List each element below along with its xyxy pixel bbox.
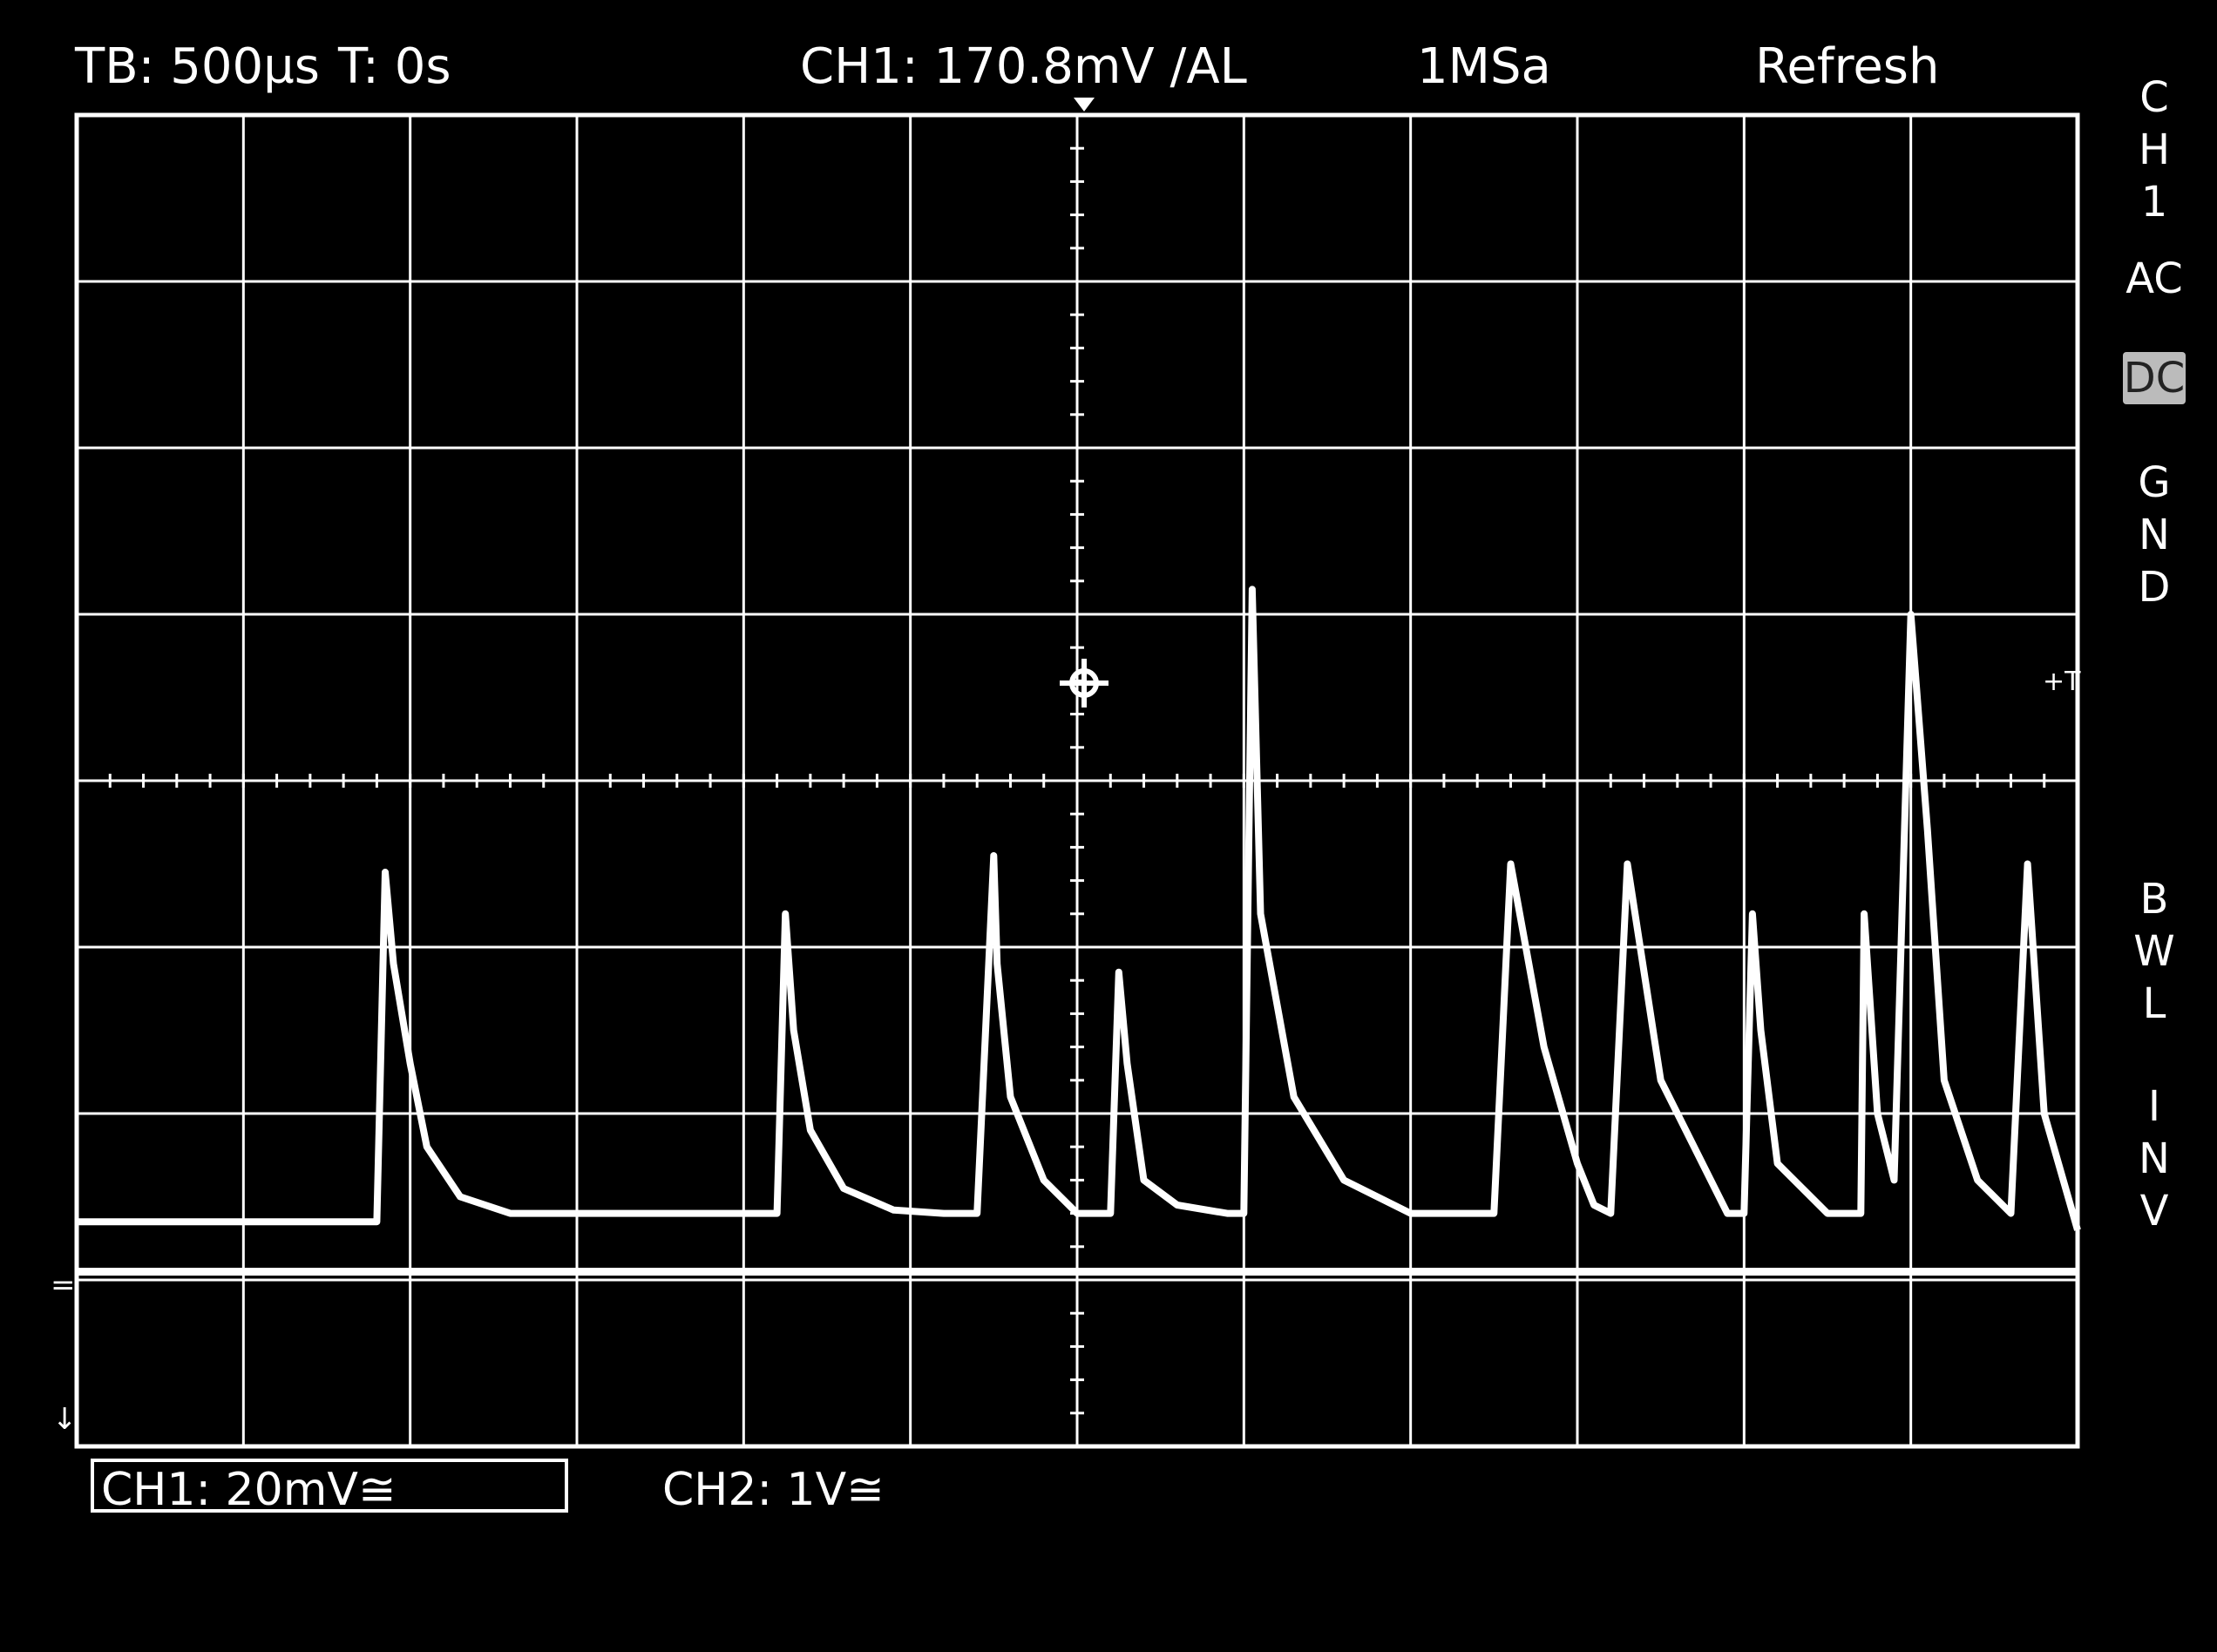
ch1-scale-box[interactable]	[91, 1459, 568, 1513]
waveform-traces	[77, 586, 2081, 1276]
coupling-ac-option[interactable]: AC	[2123, 253, 2186, 305]
timebase-readout: TB: 500µs	[75, 38, 320, 95]
refresh-mode-label[interactable]: Refresh	[1755, 38, 1940, 95]
ch2-ground-marker: ↓	[52, 1402, 78, 1437]
inv-letter: V	[2139, 1187, 2169, 1236]
trigger-position-arrow	[1074, 98, 1095, 112]
channel-indicator[interactable]: C H 1	[2123, 71, 2186, 228]
inv-letter: N	[2139, 1134, 2170, 1183]
gnd-letter: N	[2139, 511, 2170, 559]
trigger-level-marker: +T	[2043, 667, 2081, 697]
gnd-letter: D	[2138, 563, 2171, 612]
bwl-letter: L	[2142, 979, 2166, 1028]
ch1-scale-readout: CH1: 20mV≅	[101, 1464, 397, 1516]
inv-letter: I	[2147, 1082, 2161, 1131]
coupling-gnd-option[interactable]: G N D	[2123, 457, 2186, 613]
sample-rate-readout: 1MSa	[1417, 38, 1551, 95]
coupling-dc-option[interactable]: DC	[2123, 352, 2186, 404]
channel-letter: C	[2139, 73, 2169, 122]
invert-option[interactable]: I N V	[2123, 1080, 2186, 1237]
bandwidth-limit-option[interactable]: B W L	[2123, 873, 2186, 1030]
ch1-waveform	[77, 586, 2081, 1231]
ch2-scale-readout[interactable]: CH2: 1V≅	[662, 1464, 885, 1516]
trigger-info-readout: CH1: 170.8mV ∕AL	[800, 38, 1247, 95]
trigger-time-readout: T: 0s	[338, 38, 451, 95]
channel-letter: H	[2138, 125, 2171, 174]
trigger-point-marker	[1060, 659, 1108, 708]
channel-letter: 1	[2140, 178, 2168, 227]
bwl-letter: W	[2133, 927, 2175, 976]
graticule-grid	[74, 112, 2080, 1449]
ch1-ground-marker: =	[51, 1268, 76, 1303]
bwl-letter: B	[2139, 875, 2169, 924]
coupling-ac-label: AC	[2125, 254, 2183, 303]
gnd-letter: G	[2138, 458, 2171, 507]
position-markers: +T = ↓	[51, 98, 2081, 1437]
coupling-dc-label: DC	[2123, 352, 2186, 404]
